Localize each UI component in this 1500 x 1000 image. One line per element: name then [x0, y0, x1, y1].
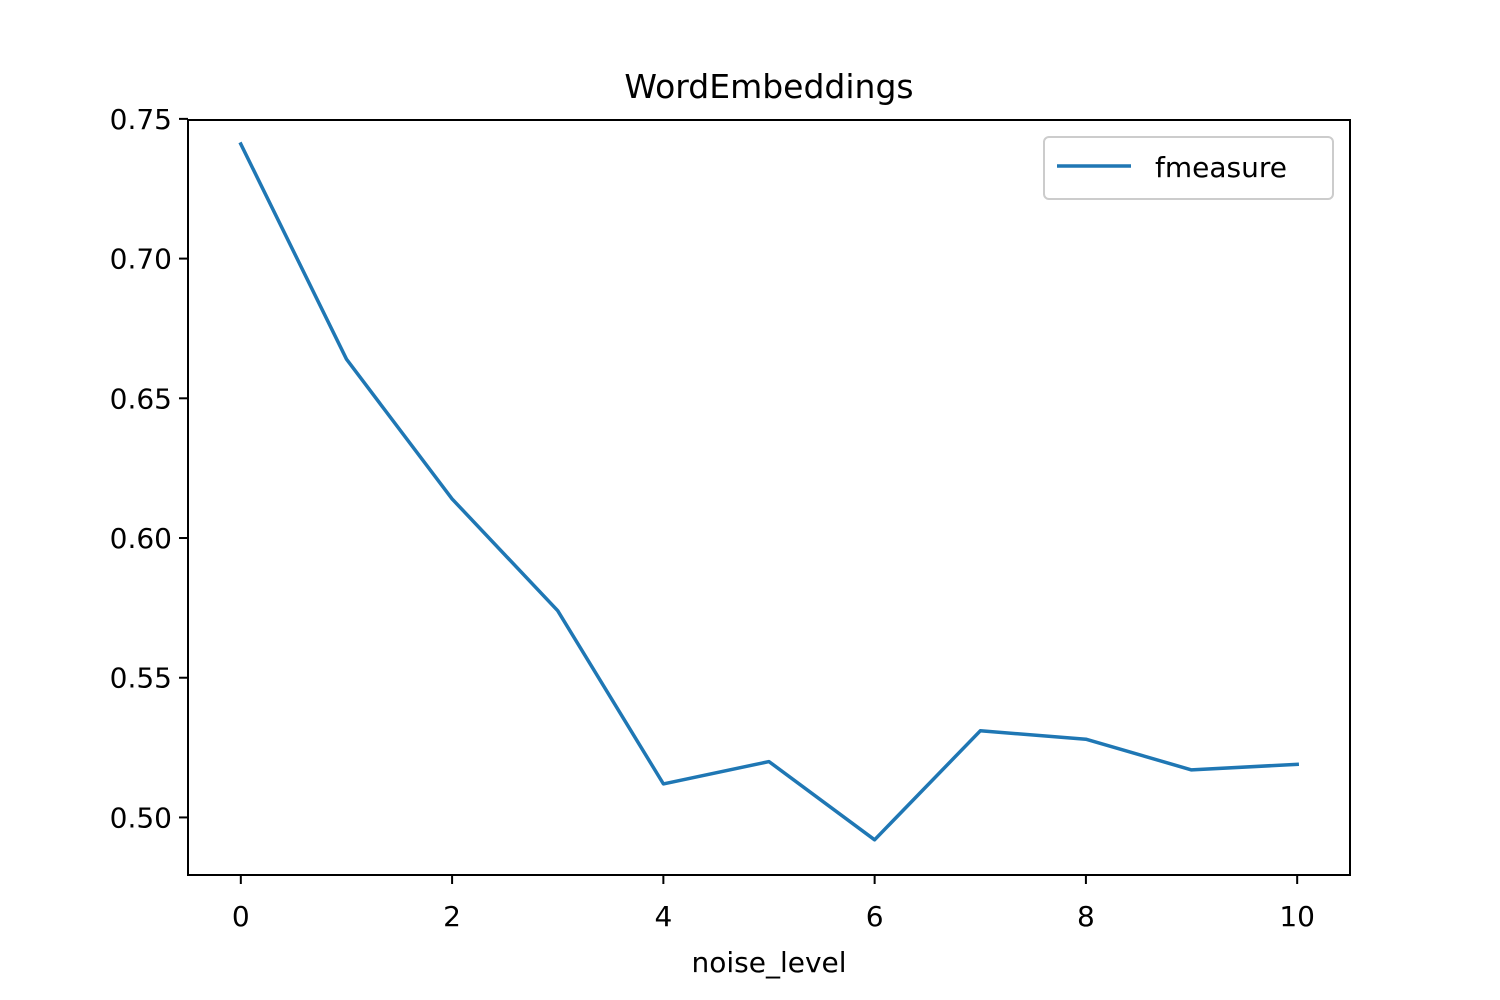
series-layer: [238, 141, 1300, 842]
y-tick-label: 0.75: [110, 103, 172, 136]
legend-box: [1043, 136, 1334, 200]
plot-background: [188, 120, 1350, 875]
x-tick-label: 6: [866, 900, 884, 933]
y-tick-label: 0.60: [110, 522, 172, 555]
legend-label-fmeasure: fmeasure: [1155, 151, 1287, 184]
x-tick-label: 0: [232, 900, 250, 933]
x-tick-label: 4: [654, 900, 672, 933]
chart-title: WordEmbeddings: [624, 67, 913, 106]
y-axis-ticks: 0.50 0.55 0.60 0.65 0.70 0.75: [110, 103, 188, 834]
x-axis-label: noise_level: [691, 946, 846, 979]
x-tick-label: 10: [1279, 900, 1315, 933]
y-tick-label: 0.65: [110, 382, 172, 415]
x-tick-label: 8: [1077, 900, 1095, 933]
x-axis-ticks: 0 2 4 6 8 10: [232, 875, 1315, 933]
y-tick-label: 0.70: [110, 243, 172, 276]
x-tick-label: 2: [443, 900, 461, 933]
y-tick-label: 0.50: [110, 801, 172, 834]
legend: fmeasure: [1043, 136, 1334, 200]
y-tick-label: 0.55: [110, 662, 172, 695]
series-line-fmeasure: [238, 141, 1300, 842]
plot-frame: [187, 119, 1351, 876]
